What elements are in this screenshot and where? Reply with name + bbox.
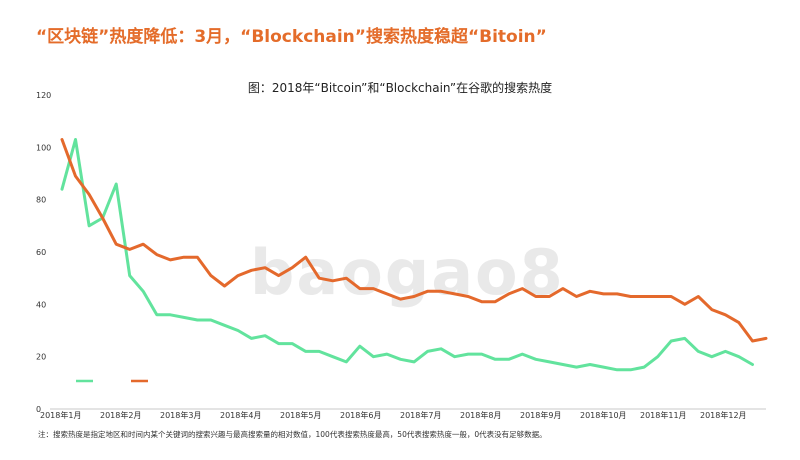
footnote: 注：搜索热度是指定地区和时间内某个关键词的搜索兴趣与最高搜索量的相对数值，100… <box>38 430 547 439</box>
y-tick-label: 0 <box>36 405 41 414</box>
y-tick-label: 20 <box>36 353 46 362</box>
x-tick-label: 2018年5月 <box>280 410 321 420</box>
y-tick-label: 60 <box>36 248 46 257</box>
x-tick-label: 2018年4月 <box>220 410 261 420</box>
x-tick-label: 2018年2月 <box>100 410 141 420</box>
x-tick-label: 2018年11月 <box>640 410 687 420</box>
headline: “区块链”热度降低：3月，“Blockchain”搜索热度稳超“Bitoin” <box>36 27 547 47</box>
x-tick-label: 2018年3月 <box>160 410 201 420</box>
chart-axes: 0 20 40 60 80 100 120 2018年1月 2018年2月 2018年3月 2018… <box>36 91 766 420</box>
x-tick-label: 2018年9月 <box>520 410 561 420</box>
x-tick-label: 2018年12月 <box>700 410 747 420</box>
x-tick-label: 2018年10月 <box>580 410 627 420</box>
series-line-bitcoin <box>60 138 754 372</box>
y-tick-label: 40 <box>36 300 46 309</box>
x-tick-label: 2018年7月 <box>400 410 441 420</box>
x-tick-label: 2018年6月 <box>340 410 381 420</box>
y-tick-label: 80 <box>36 196 46 205</box>
x-tick-label: 2018年1月 <box>40 410 81 420</box>
y-tick-label: 120 <box>36 91 51 100</box>
y-tick-label: 100 <box>36 143 51 152</box>
x-tick-label: 2018年8月 <box>460 410 501 420</box>
series-line-blockchain <box>60 138 768 343</box>
chart-title: 图：2018年“Bitcoin”和“Blockchain”在谷歌的搜索热度 <box>247 81 553 95</box>
chart-series <box>60 138 768 372</box>
